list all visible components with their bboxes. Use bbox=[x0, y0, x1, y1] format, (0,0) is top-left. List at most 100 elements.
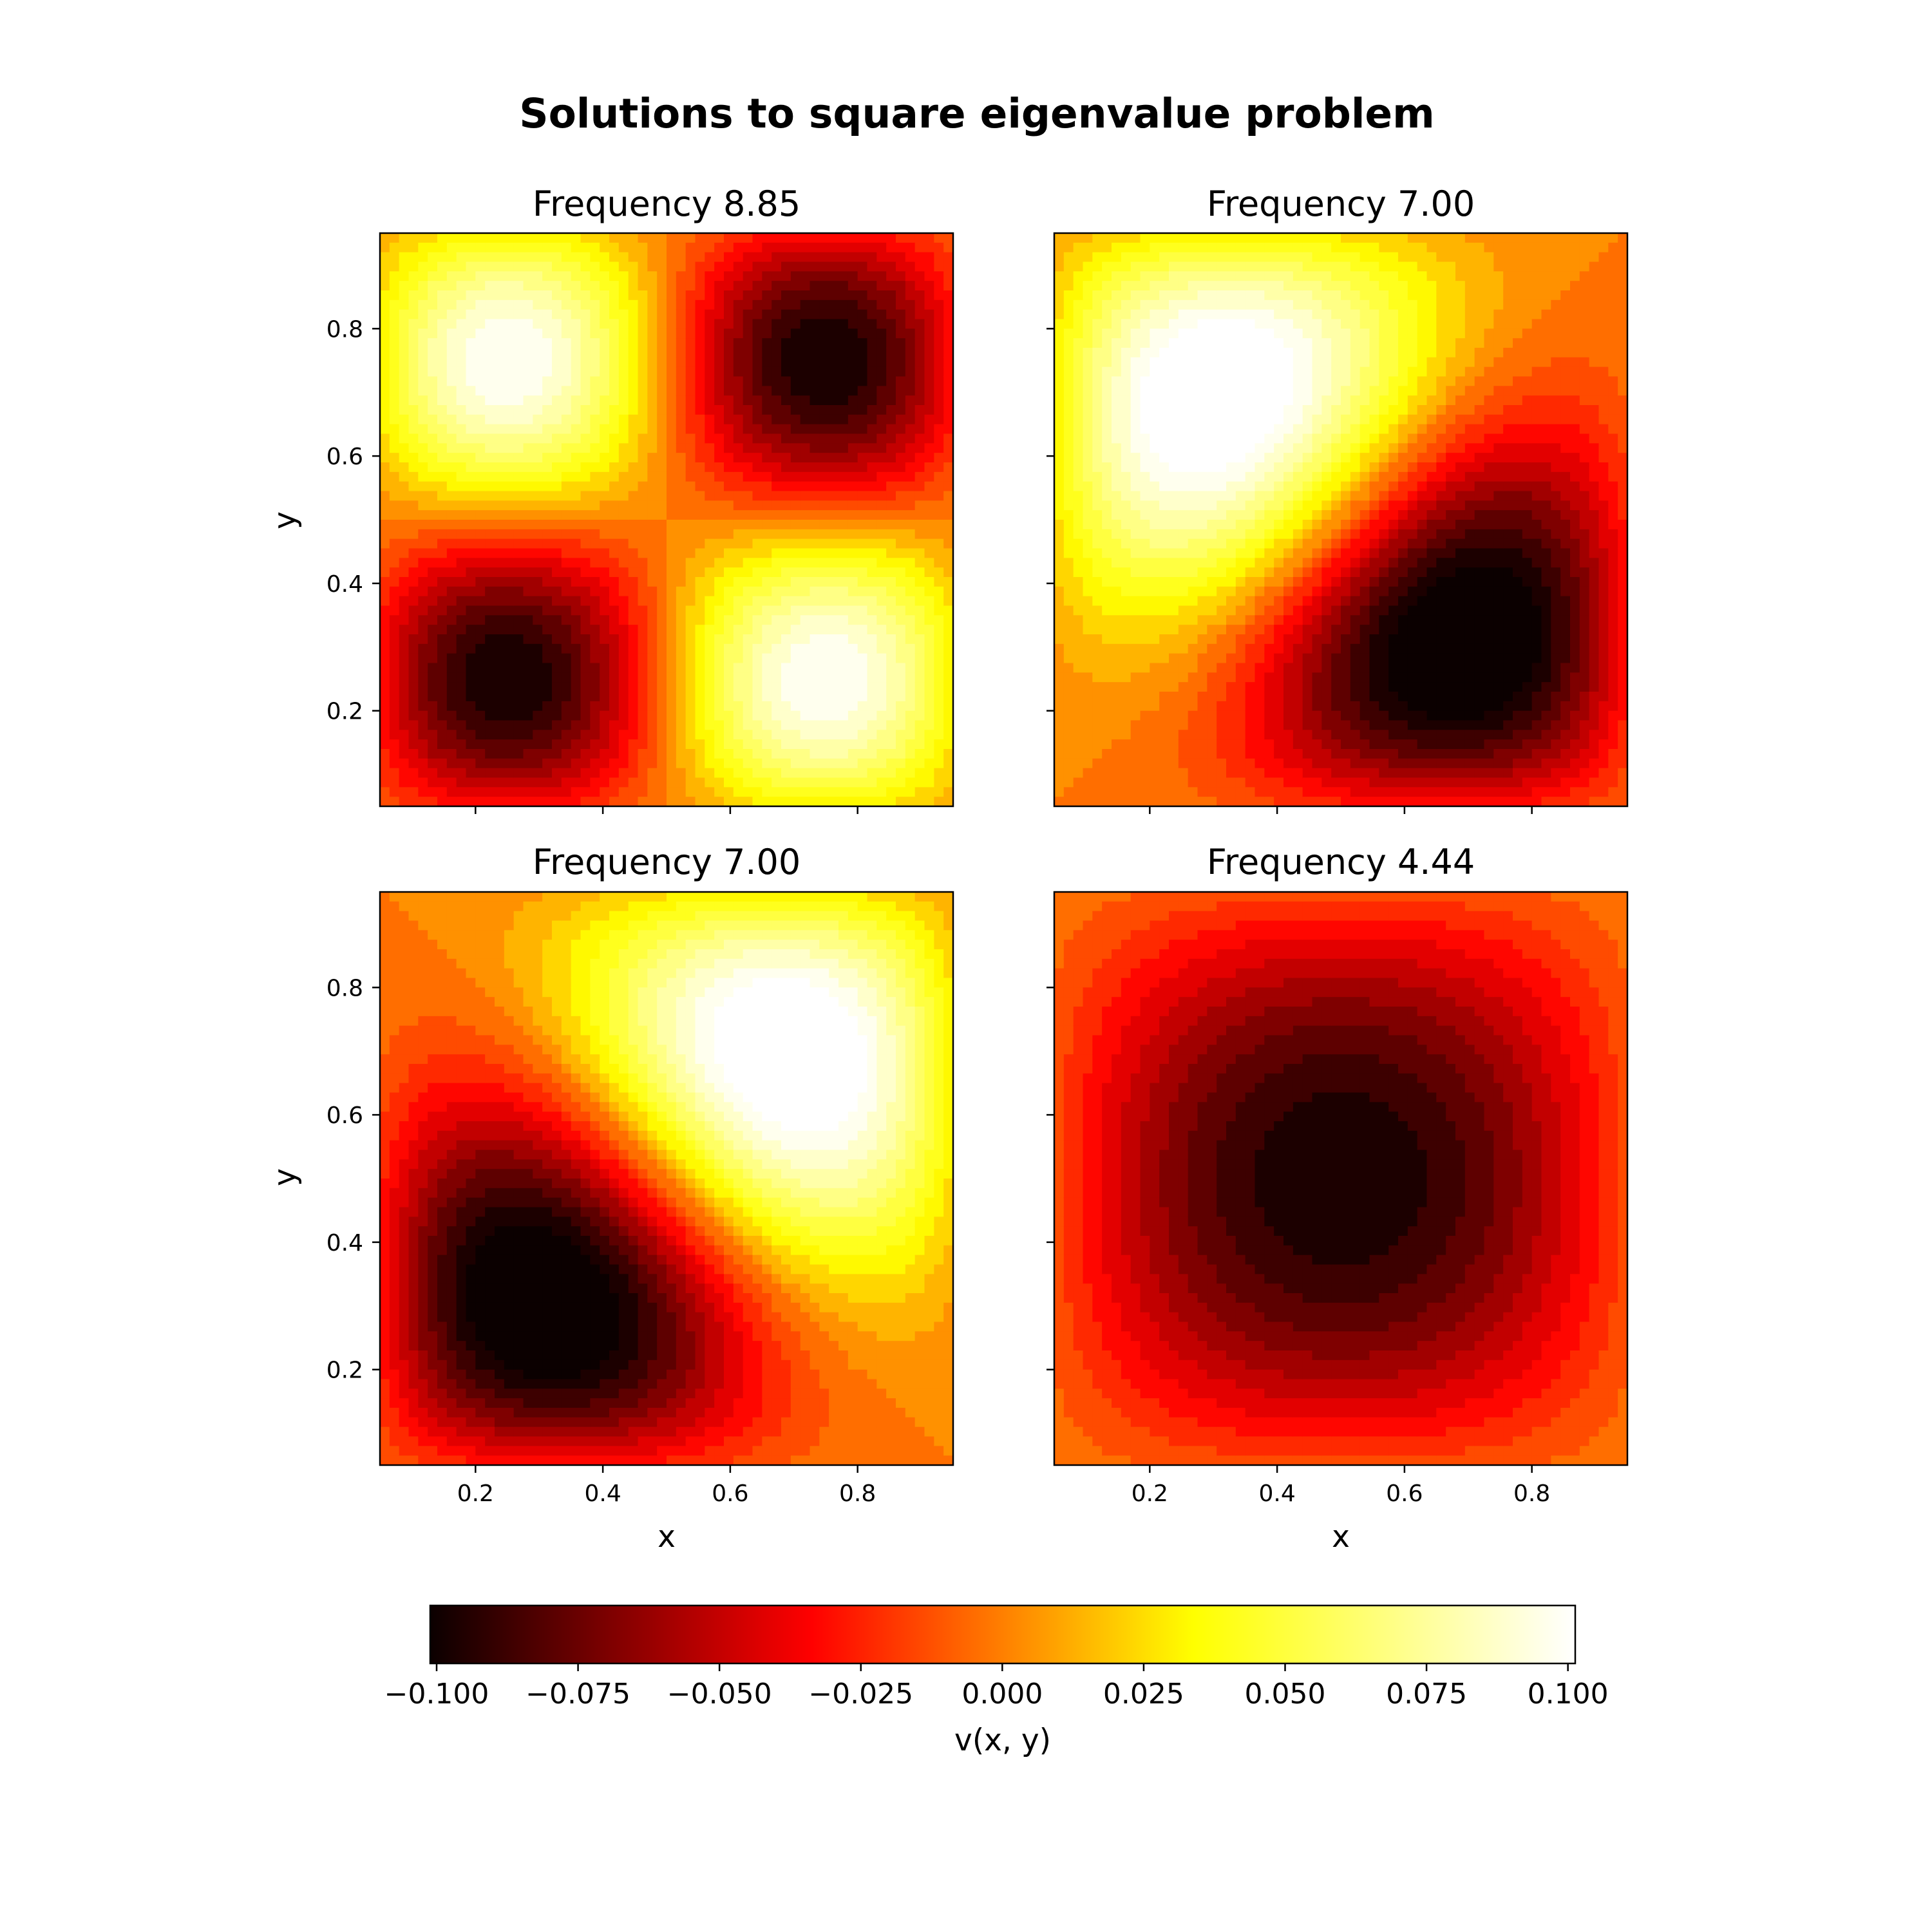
heatmap-cell bbox=[495, 348, 505, 358]
heatmap-cell bbox=[1198, 672, 1208, 683]
heatmap-cell bbox=[571, 262, 582, 272]
heatmap-cell bbox=[1092, 434, 1103, 444]
heatmap-cell bbox=[475, 377, 486, 387]
heatmap-cell bbox=[1083, 682, 1094, 692]
heatmap-cell bbox=[1112, 615, 1122, 625]
heatmap-cell bbox=[542, 395, 553, 406]
heatmap-cell bbox=[1179, 567, 1189, 578]
heatmap-cell bbox=[1217, 453, 1227, 463]
heatmap-cell bbox=[743, 615, 753, 625]
heatmap-cell bbox=[1245, 558, 1256, 568]
heatmap-cell bbox=[542, 233, 553, 243]
heatmap-cell bbox=[657, 549, 667, 559]
heatmap-cell bbox=[791, 338, 801, 348]
heatmap-cell bbox=[390, 520, 400, 530]
heatmap-cell bbox=[447, 443, 457, 453]
heatmap-cell bbox=[524, 510, 534, 520]
heatmap-cell bbox=[667, 749, 677, 759]
heatmap-cell bbox=[495, 328, 505, 339]
heatmap-cell bbox=[934, 252, 944, 263]
heatmap-cell bbox=[619, 310, 629, 320]
heatmap-cell bbox=[428, 415, 438, 425]
heatmap-cell bbox=[1217, 701, 1227, 712]
heatmap-cell bbox=[600, 290, 610, 301]
heatmap-cell bbox=[1131, 577, 1141, 587]
heatmap-cell bbox=[409, 491, 419, 502]
heatmap-cell bbox=[638, 663, 649, 674]
heatmap-cell bbox=[600, 348, 610, 358]
heatmap-cell bbox=[800, 672, 811, 683]
heatmap-cell bbox=[647, 443, 658, 453]
heatmap-cell bbox=[1054, 367, 1065, 377]
heatmap-cell bbox=[1207, 262, 1217, 272]
heatmap-cell bbox=[762, 357, 772, 368]
heatmap-cell bbox=[1141, 377, 1151, 387]
heatmap-cell bbox=[848, 711, 858, 721]
heatmap-cell bbox=[457, 692, 467, 702]
heatmap-cell bbox=[657, 672, 667, 683]
heatmap-cell bbox=[734, 549, 744, 559]
heatmap-cell bbox=[1245, 328, 1256, 339]
heatmap-cell bbox=[819, 778, 829, 788]
heatmap-cell bbox=[562, 377, 572, 387]
heatmap-cell bbox=[791, 424, 801, 435]
heatmap-cell bbox=[1264, 281, 1274, 291]
heatmap-cell bbox=[934, 692, 944, 702]
heatmap-cell bbox=[1159, 730, 1170, 740]
heatmap-cell bbox=[647, 310, 658, 320]
heatmap-cell bbox=[1188, 462, 1198, 473]
heatmap-cell bbox=[638, 739, 649, 750]
heatmap-cell bbox=[867, 472, 878, 482]
heatmap-cell bbox=[571, 328, 582, 339]
heatmap-cell bbox=[562, 520, 572, 530]
heatmap-cell bbox=[886, 395, 896, 406]
heatmap-cell bbox=[1150, 386, 1160, 396]
heatmap-cell bbox=[619, 377, 629, 387]
heatmap-cell bbox=[838, 739, 849, 750]
heatmap-cell bbox=[1074, 721, 1084, 731]
heatmap-cell bbox=[1102, 386, 1112, 396]
heatmap-cell bbox=[552, 634, 562, 645]
heatmap-cell bbox=[1217, 567, 1227, 578]
heatmap-cell bbox=[1092, 558, 1103, 568]
heatmap-cell bbox=[705, 443, 715, 453]
heatmap-cell bbox=[781, 252, 791, 263]
heatmap-cell bbox=[753, 701, 763, 712]
heatmap-cell bbox=[696, 328, 706, 339]
heatmap-cell bbox=[896, 233, 906, 243]
heatmap-cell bbox=[705, 262, 715, 272]
heatmap-cell bbox=[1169, 424, 1179, 435]
heatmap-cell bbox=[619, 500, 629, 511]
heatmap-cell bbox=[886, 672, 896, 683]
heatmap-cell bbox=[734, 663, 744, 674]
heatmap-cell bbox=[504, 453, 515, 463]
heatmap-cell bbox=[581, 348, 591, 358]
heatmap-cell bbox=[1150, 472, 1160, 482]
heatmap-cell bbox=[1179, 271, 1189, 281]
heatmap-cell bbox=[466, 730, 477, 740]
heatmap-cell bbox=[714, 739, 724, 750]
heatmap-cell bbox=[619, 787, 629, 797]
heatmap-cell bbox=[571, 634, 582, 645]
heatmap-cell bbox=[896, 654, 906, 664]
heatmap-cell bbox=[542, 749, 553, 759]
heatmap-cell bbox=[848, 233, 858, 243]
heatmap-cell bbox=[743, 759, 753, 769]
heatmap-cell bbox=[762, 290, 772, 301]
heatmap-cell bbox=[485, 778, 495, 788]
heatmap-cell bbox=[485, 300, 495, 310]
heatmap-cell bbox=[810, 539, 820, 549]
heatmap-cell bbox=[867, 587, 878, 597]
heatmap-cell bbox=[447, 797, 457, 807]
heatmap-cell bbox=[647, 233, 658, 243]
heatmap-cell bbox=[657, 290, 667, 301]
heatmap-cell bbox=[466, 290, 477, 301]
heatmap-cell bbox=[514, 587, 524, 597]
heatmap-cell bbox=[943, 310, 954, 320]
heatmap-cell bbox=[1121, 558, 1132, 568]
heatmap-cell bbox=[524, 749, 534, 759]
heatmap-cell bbox=[696, 434, 706, 444]
heatmap-cell bbox=[1245, 663, 1256, 674]
heatmap-cell bbox=[657, 500, 667, 511]
heatmap-cell bbox=[1169, 739, 1179, 750]
